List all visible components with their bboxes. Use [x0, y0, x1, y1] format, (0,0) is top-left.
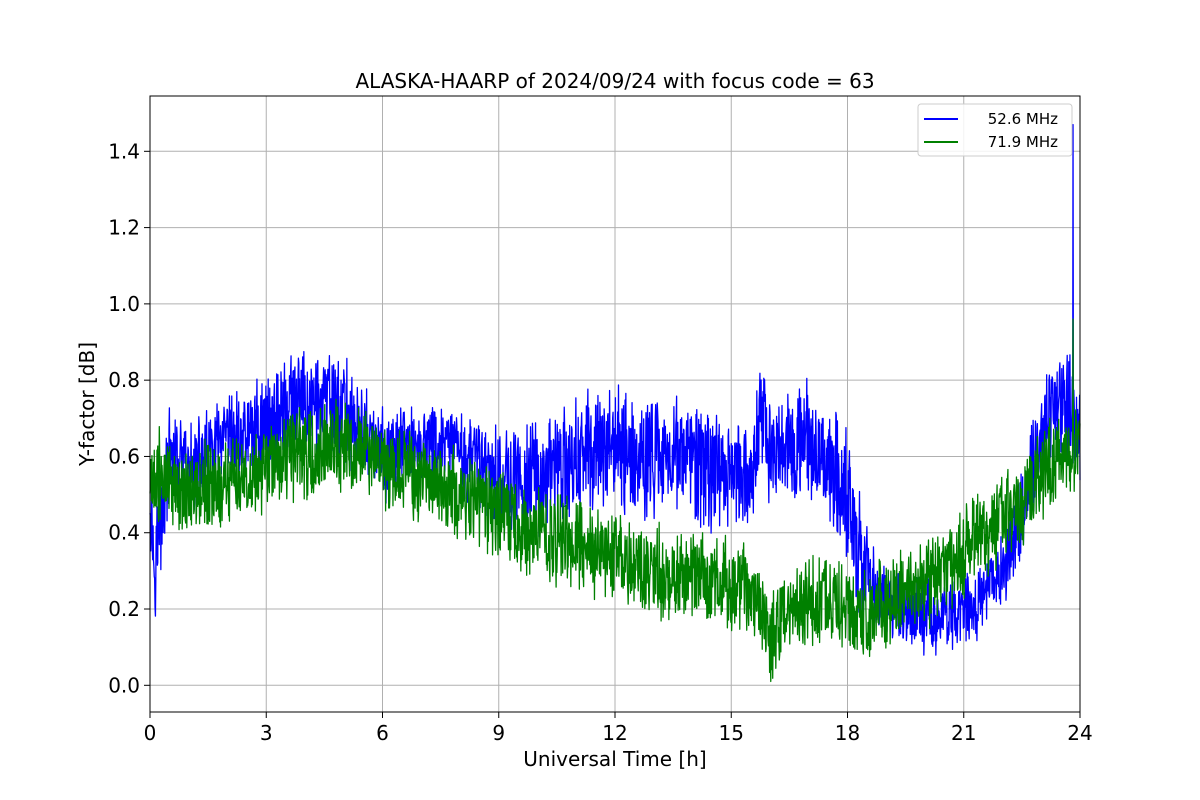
x-tick-label: 21: [951, 721, 976, 745]
y-tick-label: 1.0: [108, 292, 140, 316]
x-axis-label: Universal Time [h]: [523, 747, 706, 771]
legend-label: 71.9 MHz: [988, 133, 1058, 151]
series-line: [149, 123, 1081, 656]
y-tick-label: 0.0: [108, 673, 140, 697]
x-tick-label: 18: [835, 721, 860, 745]
x-tick-label: 9: [492, 721, 505, 745]
x-tick-label: 0: [144, 721, 157, 745]
chart-title: ALASKA-HAARP of 2024/09/24 with focus co…: [355, 69, 874, 93]
series-layer: [149, 123, 1081, 683]
y-tick-label: 0.4: [108, 521, 140, 545]
x-tick-label: 24: [1067, 721, 1092, 745]
series-line: [149, 318, 1081, 683]
y-tick-label: 0.2: [108, 597, 140, 621]
y-tick-label: 0.8: [108, 368, 140, 392]
legend: 52.6 MHz 71.9 MHz: [917, 103, 1073, 157]
x-tick-label: 15: [719, 721, 744, 745]
y-tick-label: 0.6: [108, 444, 140, 468]
y-axis-label: Y-factor [dB]: [75, 342, 99, 467]
y-tick-label: 1.2: [108, 216, 140, 240]
x-tick-label: 6: [376, 721, 389, 745]
ticks: 0 3 6 9 12 15 18 21 24 0.0 0.2 0.4 0.6 0.8 1.0 1.2 1.4: [108, 139, 1093, 745]
y-tick-label: 1.4: [108, 139, 140, 163]
x-tick-label: 3: [260, 721, 273, 745]
legend-label: 52.6 MHz: [988, 110, 1058, 128]
x-tick-label: 12: [602, 721, 627, 745]
